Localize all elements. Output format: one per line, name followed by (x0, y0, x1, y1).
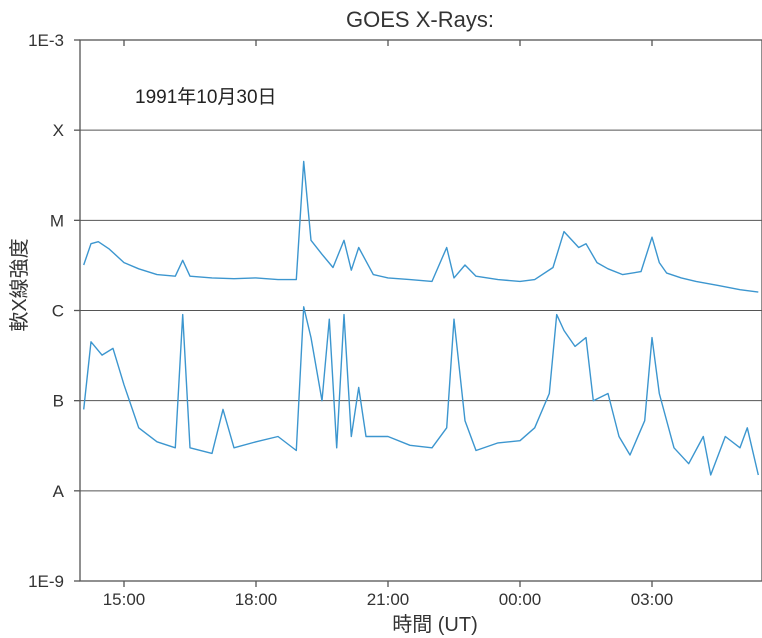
grid-lines (80, 129, 762, 492)
chart-title: GOES X-Rays: (346, 7, 494, 32)
y-tick-label: A (53, 482, 65, 501)
y-axis-ticks: 1E-9 A B C M X 1E-3 (28, 31, 80, 591)
date-annotation: 1991年10月30日 (135, 86, 277, 108)
x-axis-ticks: 15:00 18:00 21:00 00:00 03:00 (103, 40, 674, 609)
x-tick-label: 00:00 (499, 590, 542, 609)
y-tick-label: 1E-9 (28, 572, 64, 591)
y-tick-label: C (52, 302, 64, 321)
y-tick-label: X (53, 121, 64, 140)
x-tick-label: 15:00 (103, 590, 146, 609)
series-line-1 (83, 160, 759, 293)
series-group (83, 160, 759, 476)
y-tick-label: 1E-3 (28, 31, 64, 50)
y-axis-label: 軟X線強度 (8, 238, 31, 331)
x-axis-label: 時間 (UT) (392, 613, 478, 636)
x-tick-label: 03:00 (631, 590, 674, 609)
y-tick-label: B (53, 392, 64, 411)
y-tick-label: M (50, 211, 64, 230)
x-tick-label: 18:00 (235, 590, 278, 609)
series-line-2 (83, 306, 759, 476)
x-tick-label: 21:00 (367, 590, 410, 609)
